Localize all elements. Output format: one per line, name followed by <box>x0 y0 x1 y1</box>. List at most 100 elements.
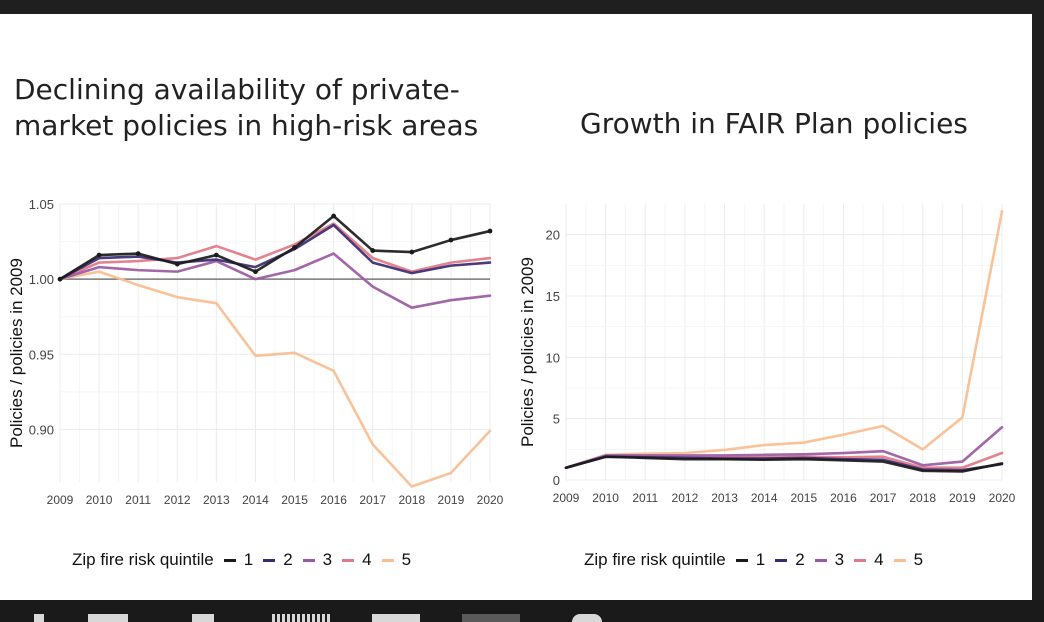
legend-swatch <box>893 558 906 562</box>
legend-swatch <box>775 558 788 562</box>
legend-label: 3 <box>322 550 333 569</box>
taskbar-app-icon[interactable] <box>372 614 420 622</box>
legend-item-quintile-2: 2 <box>775 550 805 570</box>
series-line-quintile-5 <box>58 270 492 488</box>
legend-label: 4 <box>362 550 372 569</box>
legend-swatch <box>854 558 867 562</box>
legend-label: 1 <box>243 550 254 569</box>
taskbar-app-icon[interactable] <box>462 614 520 622</box>
legend-swatch <box>302 558 315 562</box>
legend-label: 4 <box>874 550 884 569</box>
legend-item-quintile-3: 3 <box>302 550 333 570</box>
series-line-quintile-1 <box>58 214 492 281</box>
right-chart-title: Growth in FAIR Plan policies <box>580 107 968 140</box>
data-point-quintile-1 <box>96 252 102 258</box>
series-line-quintile-4 <box>58 222 492 281</box>
x-tick-label: 2017 <box>870 491 897 505</box>
legend-swatch <box>342 558 355 562</box>
data-point-quintile-1 <box>448 237 454 243</box>
data-point-quintile-1 <box>57 276 63 282</box>
legend-label: 5 <box>913 550 924 569</box>
legend-item-quintile-4: 4 <box>854 550 884 570</box>
y-axis-label: Policies / policies in 2009 <box>518 257 537 447</box>
taskbar-app-icon[interactable] <box>272 614 330 622</box>
legend-swatch <box>814 558 827 562</box>
legend-swatch <box>223 558 236 562</box>
data-point-quintile-1 <box>370 248 376 253</box>
taskbar-app-icon[interactable] <box>88 614 128 622</box>
data-point-quintile-1 <box>135 251 141 256</box>
legend-item-quintile-5: 5 <box>381 550 412 570</box>
x-tick-label: 2018 <box>398 493 425 507</box>
x-tick-label: 2014 <box>751 491 778 505</box>
x-tick-label: 2017 <box>359 493 386 507</box>
x-tick-label: 2012 <box>164 493 191 507</box>
legend-label: 2 <box>283 550 293 569</box>
legend-item-quintile-5: 5 <box>893 550 924 570</box>
y-tick-label: 0.95 <box>29 347 54 362</box>
chart-grid <box>59 203 491 482</box>
legend-swatch <box>263 558 276 562</box>
y-tick-label: 15 <box>546 289 560 304</box>
taskbar-app-icon[interactable] <box>192 614 214 622</box>
x-tick-label: 2013 <box>203 493 230 507</box>
y-tick-label: 1.05 <box>29 197 54 212</box>
x-tick-label: 2009 <box>47 493 74 507</box>
x-tick-label: 2011 <box>632 491 658 505</box>
series-line-quintile-3 <box>564 425 1004 470</box>
x-tick-label: 2020 <box>989 491 1016 505</box>
series-line-quintile-5 <box>564 210 1004 470</box>
taskbar <box>0 600 1044 622</box>
x-tick-label: 2016 <box>830 491 857 505</box>
x-tick-label: 2013 <box>711 491 738 505</box>
left-chart-title: Declining availability of private- marke… <box>14 73 479 142</box>
legend-item-quintile-1: 1 <box>735 550 766 570</box>
left-chart-legend: Zip fire risk quintile 1 2 3 4 5 <box>72 550 421 570</box>
legend-item-quintile-1: 1 <box>223 550 254 570</box>
x-tick-label: 2019 <box>949 491 976 505</box>
series-line-quintile-3 <box>58 252 492 309</box>
x-tick-label: 2012 <box>672 491 699 505</box>
x-tick-label: 2018 <box>909 491 936 505</box>
series-line-quintile-1 <box>564 455 1004 473</box>
legend-label: 5 <box>401 550 412 569</box>
right-chart-plot: 0 5 10 15 20 2009 2010 2011 2012 2013 2014 2015 2016… <box>518 204 1016 505</box>
x-tick-label: 2011 <box>125 493 151 507</box>
x-tick-label: 2019 <box>438 493 465 507</box>
x-tick-label: 2015 <box>281 493 308 507</box>
y-tick-label: 20 <box>546 228 560 243</box>
legend-title: Zip fire risk quintile <box>72 550 214 569</box>
legend-label: 2 <box>795 550 805 569</box>
x-tick-label: 2014 <box>242 493 269 507</box>
legend-item-quintile-4: 4 <box>342 550 372 570</box>
legend-swatch <box>735 558 748 562</box>
data-point-quintile-1 <box>253 269 258 275</box>
y-tick-label: 10 <box>546 350 560 365</box>
x-tick-label: 2009 <box>553 491 580 505</box>
data-point-quintile-1 <box>409 249 415 255</box>
x-tick-label: 2010 <box>592 491 619 505</box>
data-point-quintile-1 <box>331 213 337 219</box>
legend-item-quintile-2: 2 <box>263 550 293 570</box>
data-point-quintile-1 <box>174 261 180 267</box>
x-tick-label: 2010 <box>86 493 113 507</box>
y-axis-label: Policies / policies in 2009 <box>7 258 26 448</box>
legend-swatch <box>381 558 394 562</box>
legend-title: Zip fire risk quintile <box>584 550 726 569</box>
chart-grid <box>565 204 1003 481</box>
taskbar-app-icon[interactable] <box>572 614 602 622</box>
slide: Declining availability of private- marke… <box>0 14 1032 600</box>
y-tick-label: 1.00 <box>29 272 54 287</box>
y-tick-label: 0 <box>553 473 560 488</box>
left-chart-plot: 0.90 0.95 1.00 1.05 2009 2010 2011 2012 2013 2014… <box>7 197 504 507</box>
data-point-quintile-1 <box>292 245 297 250</box>
y-tick-label: 5 <box>553 412 560 427</box>
right-chart-legend: Zip fire risk quintile 1 2 3 4 5 <box>584 550 933 570</box>
y-tick-label: 0.90 <box>29 422 54 437</box>
legend-label: 1 <box>755 550 766 569</box>
x-tick-label: 2020 <box>477 493 504 507</box>
x-tick-label: 2015 <box>790 491 817 505</box>
x-tick-label: 2016 <box>320 493 347 507</box>
data-point-quintile-1 <box>213 252 219 258</box>
taskbar-app-icon[interactable] <box>34 614 44 622</box>
